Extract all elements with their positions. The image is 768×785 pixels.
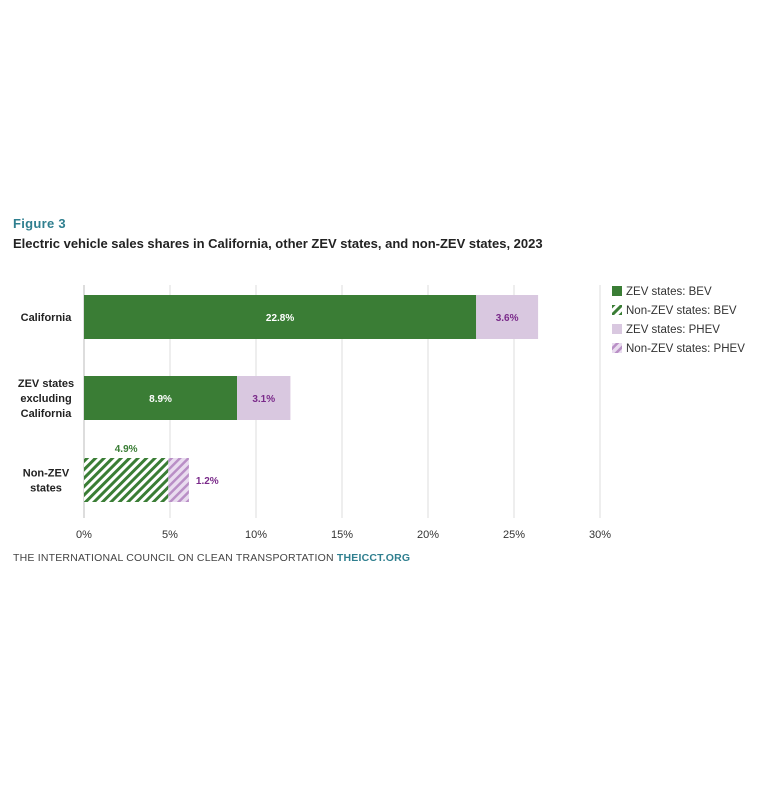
- chart-title: Electric vehicle sales shares in Califor…: [13, 236, 543, 251]
- bev-bar: [84, 295, 477, 339]
- category-label: states: [30, 483, 62, 495]
- legend-label: ZEV states: PHEV: [626, 324, 720, 336]
- legend-label: ZEV states: BEV: [626, 286, 712, 298]
- phev-data-label: 1.2%: [196, 476, 219, 487]
- phev-data-label: 3.6%: [496, 313, 519, 324]
- category-label: ZEV states: [18, 378, 74, 390]
- phev-bar: [237, 376, 291, 420]
- x-tick-label: 10%: [245, 529, 267, 541]
- category-label: California: [21, 312, 73, 324]
- x-tick-label: 30%: [589, 529, 611, 541]
- bev-bar: [84, 458, 169, 502]
- x-tick-label: 25%: [503, 529, 525, 541]
- ev-sales-share-chart: 0% 5% 10% 15% 20% 25% 30% California 22.8% 3.6% ZE…: [18, 285, 745, 541]
- category-label: excluding: [20, 393, 71, 405]
- x-tick-label: 15%: [331, 529, 353, 541]
- footer-org: THE INTERNATIONAL COUNCIL ON CLEAN TRANS…: [13, 552, 334, 564]
- category-label: California: [21, 408, 73, 420]
- figure-label: Figure 3: [13, 216, 66, 231]
- footer-site: THEICCT.ORG: [336, 552, 411, 564]
- legend-swatch: [612, 324, 622, 334]
- legend-swatch: [612, 305, 622, 315]
- category-label: Non-ZEV: [23, 468, 70, 480]
- phev-data-label: 3.1%: [252, 394, 275, 405]
- legend-label: Non-ZEV states: PHEV: [626, 343, 745, 355]
- phev-bar: [476, 295, 539, 339]
- x-tick-label: 0%: [76, 529, 92, 541]
- bev-data-label: 4.9%: [115, 444, 138, 455]
- x-tick-label: 20%: [417, 529, 439, 541]
- phev-bar: [168, 458, 189, 502]
- legend-swatch: [612, 343, 622, 353]
- footer: THE INTERNATIONAL COUNCIL ON CLEAN TRANS…: [13, 552, 410, 564]
- bev-bar: [84, 376, 238, 420]
- legend-swatch: [612, 286, 622, 296]
- bev-data-label: 22.8%: [266, 313, 294, 324]
- bev-data-label: 8.9%: [149, 394, 172, 405]
- x-tick-label: 5%: [162, 529, 178, 541]
- legend-label: Non-ZEV states: BEV: [626, 305, 737, 317]
